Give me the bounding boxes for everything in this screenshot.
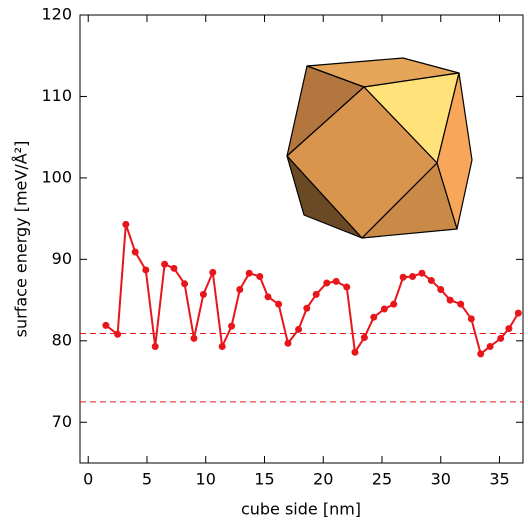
data-point: [122, 220, 130, 228]
data-point: [332, 277, 340, 285]
data-point: [312, 290, 320, 298]
x-tick-label: 5: [142, 470, 152, 489]
data-point: [409, 272, 417, 280]
polyhedron-inset: [286, 57, 473, 239]
data-point: [236, 286, 244, 294]
data-point: [199, 290, 207, 298]
data-point: [142, 266, 150, 274]
data-point: [360, 334, 368, 342]
data-point: [264, 293, 272, 301]
data-point: [256, 272, 264, 280]
data-point: [228, 322, 236, 330]
x-tick-label: 30: [431, 470, 451, 489]
data-point: [218, 343, 226, 351]
data-point: [457, 300, 465, 308]
x-tick-label: 35: [489, 470, 509, 489]
data-point: [245, 269, 253, 277]
data-point: [399, 273, 407, 281]
data-point: [284, 339, 292, 347]
data-point: [323, 279, 331, 287]
data-point: [181, 280, 189, 288]
data-point: [370, 313, 378, 321]
data-point: [477, 350, 485, 358]
x-tick-label: 15: [254, 470, 274, 489]
data-point: [497, 334, 505, 342]
x-axis-label: cube side [nm]: [241, 500, 361, 519]
face: [361, 162, 458, 239]
data-point: [351, 348, 359, 356]
data-point: [418, 269, 426, 277]
data-point: [114, 330, 122, 338]
data-point: [343, 283, 351, 291]
data-point: [437, 286, 445, 294]
y-tick-label: 70: [52, 412, 72, 431]
y-tick-label: 120: [41, 5, 72, 24]
data-point: [514, 309, 522, 317]
data-point: [170, 264, 178, 272]
data-point: [505, 325, 513, 333]
data-point: [303, 304, 311, 312]
data-point: [131, 248, 139, 256]
plot-frame: [79, 14, 524, 464]
data-point: [102, 321, 110, 329]
data-point: [380, 305, 388, 313]
data-point: [295, 325, 303, 333]
data-point: [209, 268, 217, 276]
data-point: [151, 343, 159, 351]
data-point: [390, 300, 398, 308]
y-tick-label: 90: [52, 249, 72, 268]
x-tick-label: 0: [83, 470, 93, 489]
x-tick-label: 10: [196, 470, 216, 489]
data-point: [486, 343, 494, 351]
data-point: [161, 260, 169, 268]
data-line: [105, 223, 520, 355]
face: [286, 155, 363, 239]
y-tick-label: 110: [41, 86, 72, 105]
y-axis-label: surface energy [meV/Å²]: [12, 141, 31, 338]
data-point: [190, 334, 198, 342]
y-tick-label: 100: [41, 167, 72, 186]
data-point: [446, 296, 454, 304]
x-tick-label: 20: [313, 470, 333, 489]
x-tick-label: 25: [372, 470, 392, 489]
data-point: [275, 300, 283, 308]
y-tick-label: 80: [52, 330, 72, 349]
data-point: [467, 315, 475, 323]
data-point: [427, 277, 435, 285]
